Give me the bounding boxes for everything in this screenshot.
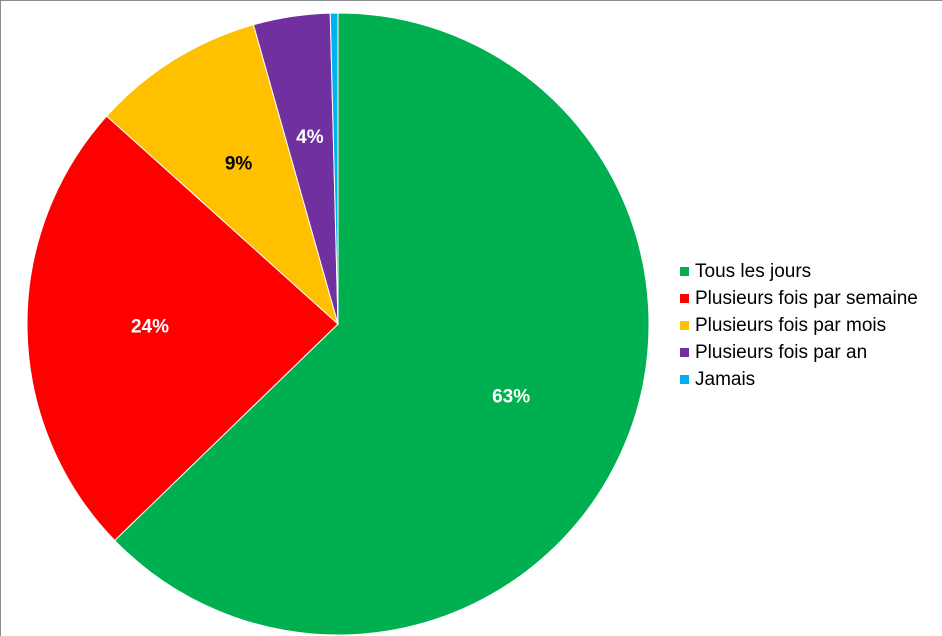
legend-item-1: Plusieurs fois par semaine bbox=[680, 285, 918, 312]
legend-item-3: Plusieurs fois par an bbox=[680, 339, 918, 366]
pie-slice-0 bbox=[113, 12, 650, 636]
legend-swatch-3 bbox=[680, 348, 689, 357]
slice-data-label-2: 9% bbox=[225, 153, 253, 174]
pie-slice-2 bbox=[106, 24, 339, 326]
legend-item-4: Jamais bbox=[680, 366, 918, 393]
pie-slice-1 bbox=[26, 115, 339, 542]
slice-data-label-0: 63% bbox=[492, 386, 530, 407]
legend-swatch-4 bbox=[680, 375, 689, 384]
legend-label-0: Tous les jours bbox=[695, 260, 812, 282]
legend-label-4: Jamais bbox=[695, 368, 756, 390]
legend-label-3: Plusieurs fois par an bbox=[695, 341, 868, 363]
legend-swatch-0 bbox=[680, 267, 689, 276]
legend-swatch-1 bbox=[680, 294, 689, 303]
pie-slice-4 bbox=[329, 12, 339, 325]
legend-item-2: Plusieurs fois par mois bbox=[680, 312, 918, 339]
slice-data-label-3: 4% bbox=[296, 127, 324, 148]
legend: Tous les jours Plusieurs fois par semaine… bbox=[680, 258, 918, 393]
legend-label-2: Plusieurs fois par mois bbox=[695, 314, 887, 336]
legend-swatch-2 bbox=[680, 321, 689, 330]
legend-item-0: Tous les jours bbox=[680, 258, 918, 285]
slice-data-label-1: 24% bbox=[131, 317, 169, 338]
legend-label-1: Plusieurs fois par semaine bbox=[695, 287, 918, 309]
